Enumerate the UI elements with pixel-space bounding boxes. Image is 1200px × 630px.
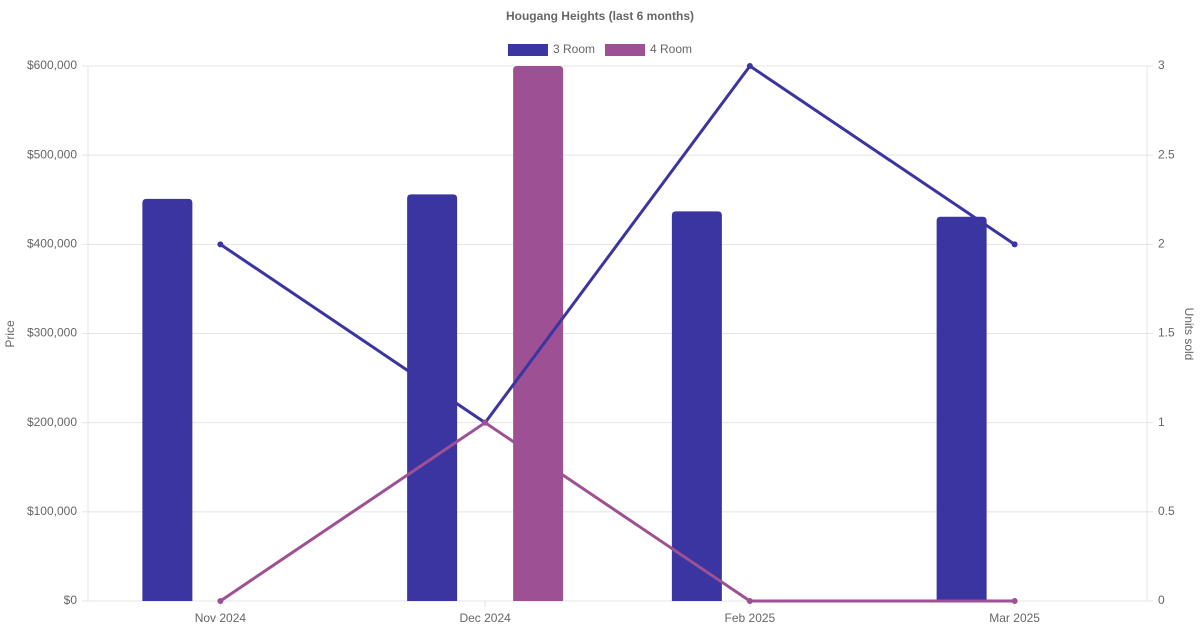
y2-tick-label: 0: [1158, 593, 1165, 607]
y-tick-label: $200,000: [27, 415, 77, 429]
y-tick-label: $0: [64, 593, 78, 607]
point: [217, 241, 224, 248]
bar: [513, 66, 564, 601]
bar: [936, 216, 987, 602]
legend-swatch: [605, 44, 645, 56]
y2-tick-label: 2.5: [1158, 147, 1175, 161]
x-tick-label: Nov 2024: [195, 611, 247, 625]
x-tick-label: Feb 2025: [725, 611, 776, 625]
x-tick-label: Dec 2024: [459, 611, 511, 625]
chart-title: Hougang Heights (last 6 months): [506, 9, 694, 23]
legend-label: 3 Room: [553, 42, 595, 56]
point: [1011, 598, 1018, 604]
legend-label: 4 Room: [650, 42, 692, 56]
y-axis-label: Price: [3, 320, 17, 348]
y2-axis-label: Units sold: [1182, 308, 1196, 361]
point: [1011, 241, 1018, 248]
point: [217, 598, 224, 604]
y2-tick-label: 3: [1158, 58, 1165, 72]
x-tick-label: Mar 2025: [989, 611, 1040, 625]
y2-tick-label: 1.5: [1158, 326, 1175, 340]
y-tick-label: $400,000: [27, 237, 77, 251]
point: [482, 419, 489, 426]
y2-tick-label: 2: [1158, 237, 1165, 251]
line: [219, 420, 1015, 603]
y-tick-label: $100,000: [27, 504, 77, 518]
point: [746, 598, 753, 604]
point: [746, 63, 753, 69]
line: [219, 63, 1016, 425]
legend-swatch: [507, 44, 548, 56]
bar: [671, 211, 722, 601]
bar: [407, 194, 458, 601]
bar: [142, 198, 193, 601]
y2-tick-label: 0.5: [1158, 504, 1175, 518]
y-tick-label: $500,000: [27, 147, 77, 161]
y-tick-label: $300,000: [27, 326, 77, 340]
y2-tick-label: 1: [1158, 415, 1165, 429]
y-tick-label: $600,000: [27, 58, 77, 72]
